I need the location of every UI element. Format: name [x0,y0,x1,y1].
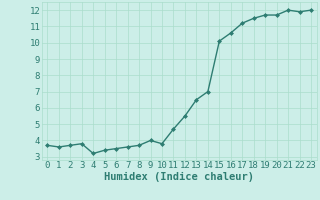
X-axis label: Humidex (Indice chaleur): Humidex (Indice chaleur) [104,172,254,182]
